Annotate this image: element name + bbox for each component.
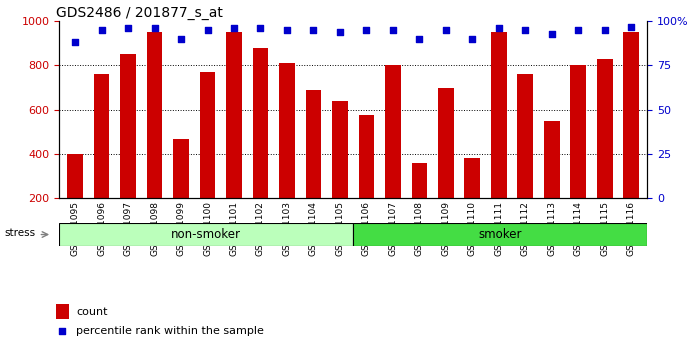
Bar [544,121,560,198]
Bar [173,138,189,198]
Bar [120,55,136,198]
Bar [67,154,83,198]
Point [70,40,81,45]
Bar [200,72,216,198]
Text: non-smoker: non-smoker [171,228,242,241]
Bar [411,163,427,198]
Point [414,36,425,42]
Point [149,25,160,31]
Bar [253,48,269,198]
Point [573,27,584,33]
Bar [517,74,533,198]
Bar [358,115,374,198]
Point [467,36,478,42]
Bar [332,101,348,198]
Bar [571,65,586,198]
Bar [438,88,454,198]
Bar [491,32,507,198]
Point [202,27,213,33]
Point [175,36,187,42]
Point [493,25,505,31]
Point [388,27,399,33]
Bar [354,223,647,246]
Point [96,27,107,33]
Bar [226,32,242,198]
Bar [464,159,480,198]
Text: percentile rank within the sample: percentile rank within the sample [76,326,264,336]
Point [361,27,372,33]
Point [308,27,319,33]
Text: count: count [76,307,108,316]
Text: smoker: smoker [479,228,522,241]
Bar [385,65,401,198]
Bar [56,304,68,319]
Point [122,25,134,31]
Point [626,24,637,29]
Point [520,27,531,33]
Bar [147,32,162,198]
Bar [59,223,354,246]
Text: GDS2486 / 201877_s_at: GDS2486 / 201877_s_at [56,6,223,20]
Bar [597,59,613,198]
Point [334,29,345,35]
Point [255,25,266,31]
Point [56,328,68,333]
Point [441,27,452,33]
Bar [279,63,295,198]
Point [546,31,557,36]
Point [281,27,292,33]
Bar [93,74,109,198]
Point [228,25,239,31]
Point [599,27,610,33]
Bar [624,32,640,198]
Text: stress: stress [5,228,36,238]
Bar [306,90,322,198]
